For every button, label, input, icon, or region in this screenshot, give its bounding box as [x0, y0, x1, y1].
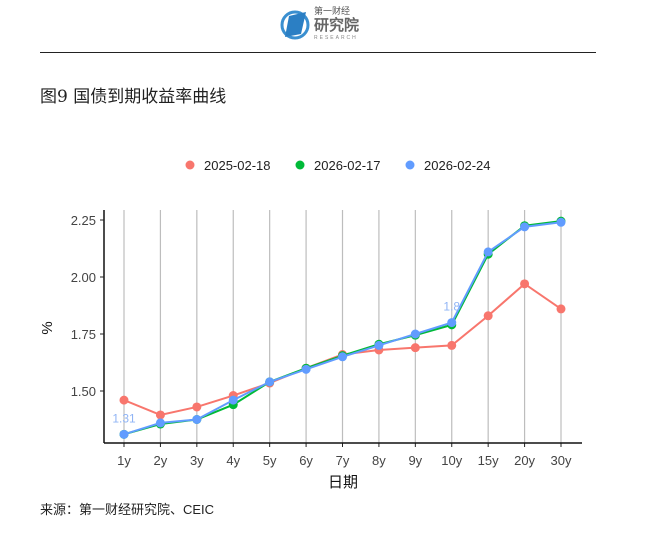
data-point [265, 377, 275, 387]
data-point [556, 217, 566, 227]
data-point [520, 279, 530, 289]
x-tick-label: 2y [154, 453, 168, 468]
figure-title: 图9 国债到期收益率曲线 [40, 87, 227, 107]
y-tick-label: 1.75 [71, 327, 96, 342]
x-tick-label: 8y [372, 453, 386, 468]
x-tick-label: 10y [441, 453, 462, 468]
data-point [301, 364, 311, 374]
x-tick-label: 1y [117, 453, 131, 468]
logo-text: 第一财经 [314, 6, 351, 16]
x-tick-label: 6y [299, 453, 313, 468]
x-tick-label: 3y [190, 453, 204, 468]
logo: 第一财经 研究院 RESEARCH [280, 6, 380, 46]
data-point [556, 304, 566, 314]
y-tick-label: 1.50 [71, 384, 96, 399]
data-point [155, 418, 165, 428]
logo-text: RESEARCH [314, 35, 358, 41]
y-tick-label: 2.00 [71, 270, 96, 285]
x-axis-label: 日期 [328, 474, 358, 491]
data-point [119, 429, 129, 439]
legend-label: 2026-02-24 [424, 158, 491, 173]
data-point [447, 318, 457, 328]
data-point [192, 415, 202, 424]
data-point [119, 395, 129, 405]
x-tick-label: 9y [408, 453, 422, 468]
data-point [228, 395, 238, 405]
data-point [410, 343, 420, 353]
logo-text: 研究院 [314, 17, 360, 34]
y-axis-label: % [39, 321, 56, 334]
legend-label: 2025-02-18 [204, 158, 271, 173]
x-tick-label: 5y [263, 453, 277, 468]
x-tick-label: 7y [336, 453, 350, 468]
x-tick-label: 20y [514, 453, 535, 468]
legend-marker [405, 160, 415, 170]
header-rule [40, 52, 596, 53]
data-point [483, 247, 493, 257]
data-point [338, 352, 347, 362]
legend-label: 2026-02-17 [314, 158, 381, 173]
data-point [155, 410, 165, 420]
source-note: 来源：第一财经研究院、CEIC [40, 502, 215, 517]
data-point [447, 340, 457, 350]
x-tick-label: 4y [226, 453, 240, 468]
x-tick-label: 30y [551, 453, 572, 468]
data-point [520, 222, 530, 232]
data-point [483, 311, 493, 321]
data-point [410, 329, 420, 339]
data-point [374, 340, 384, 350]
legend-marker [185, 160, 195, 170]
data-point [192, 402, 202, 412]
legend-marker [295, 160, 305, 170]
y-tick-label: 2.25 [71, 213, 96, 228]
logo-mark-icon [280, 10, 310, 40]
data-label: 1.8 [443, 300, 460, 314]
x-tick-label: 15y [478, 453, 499, 468]
data-label: 1.31 [112, 411, 136, 425]
